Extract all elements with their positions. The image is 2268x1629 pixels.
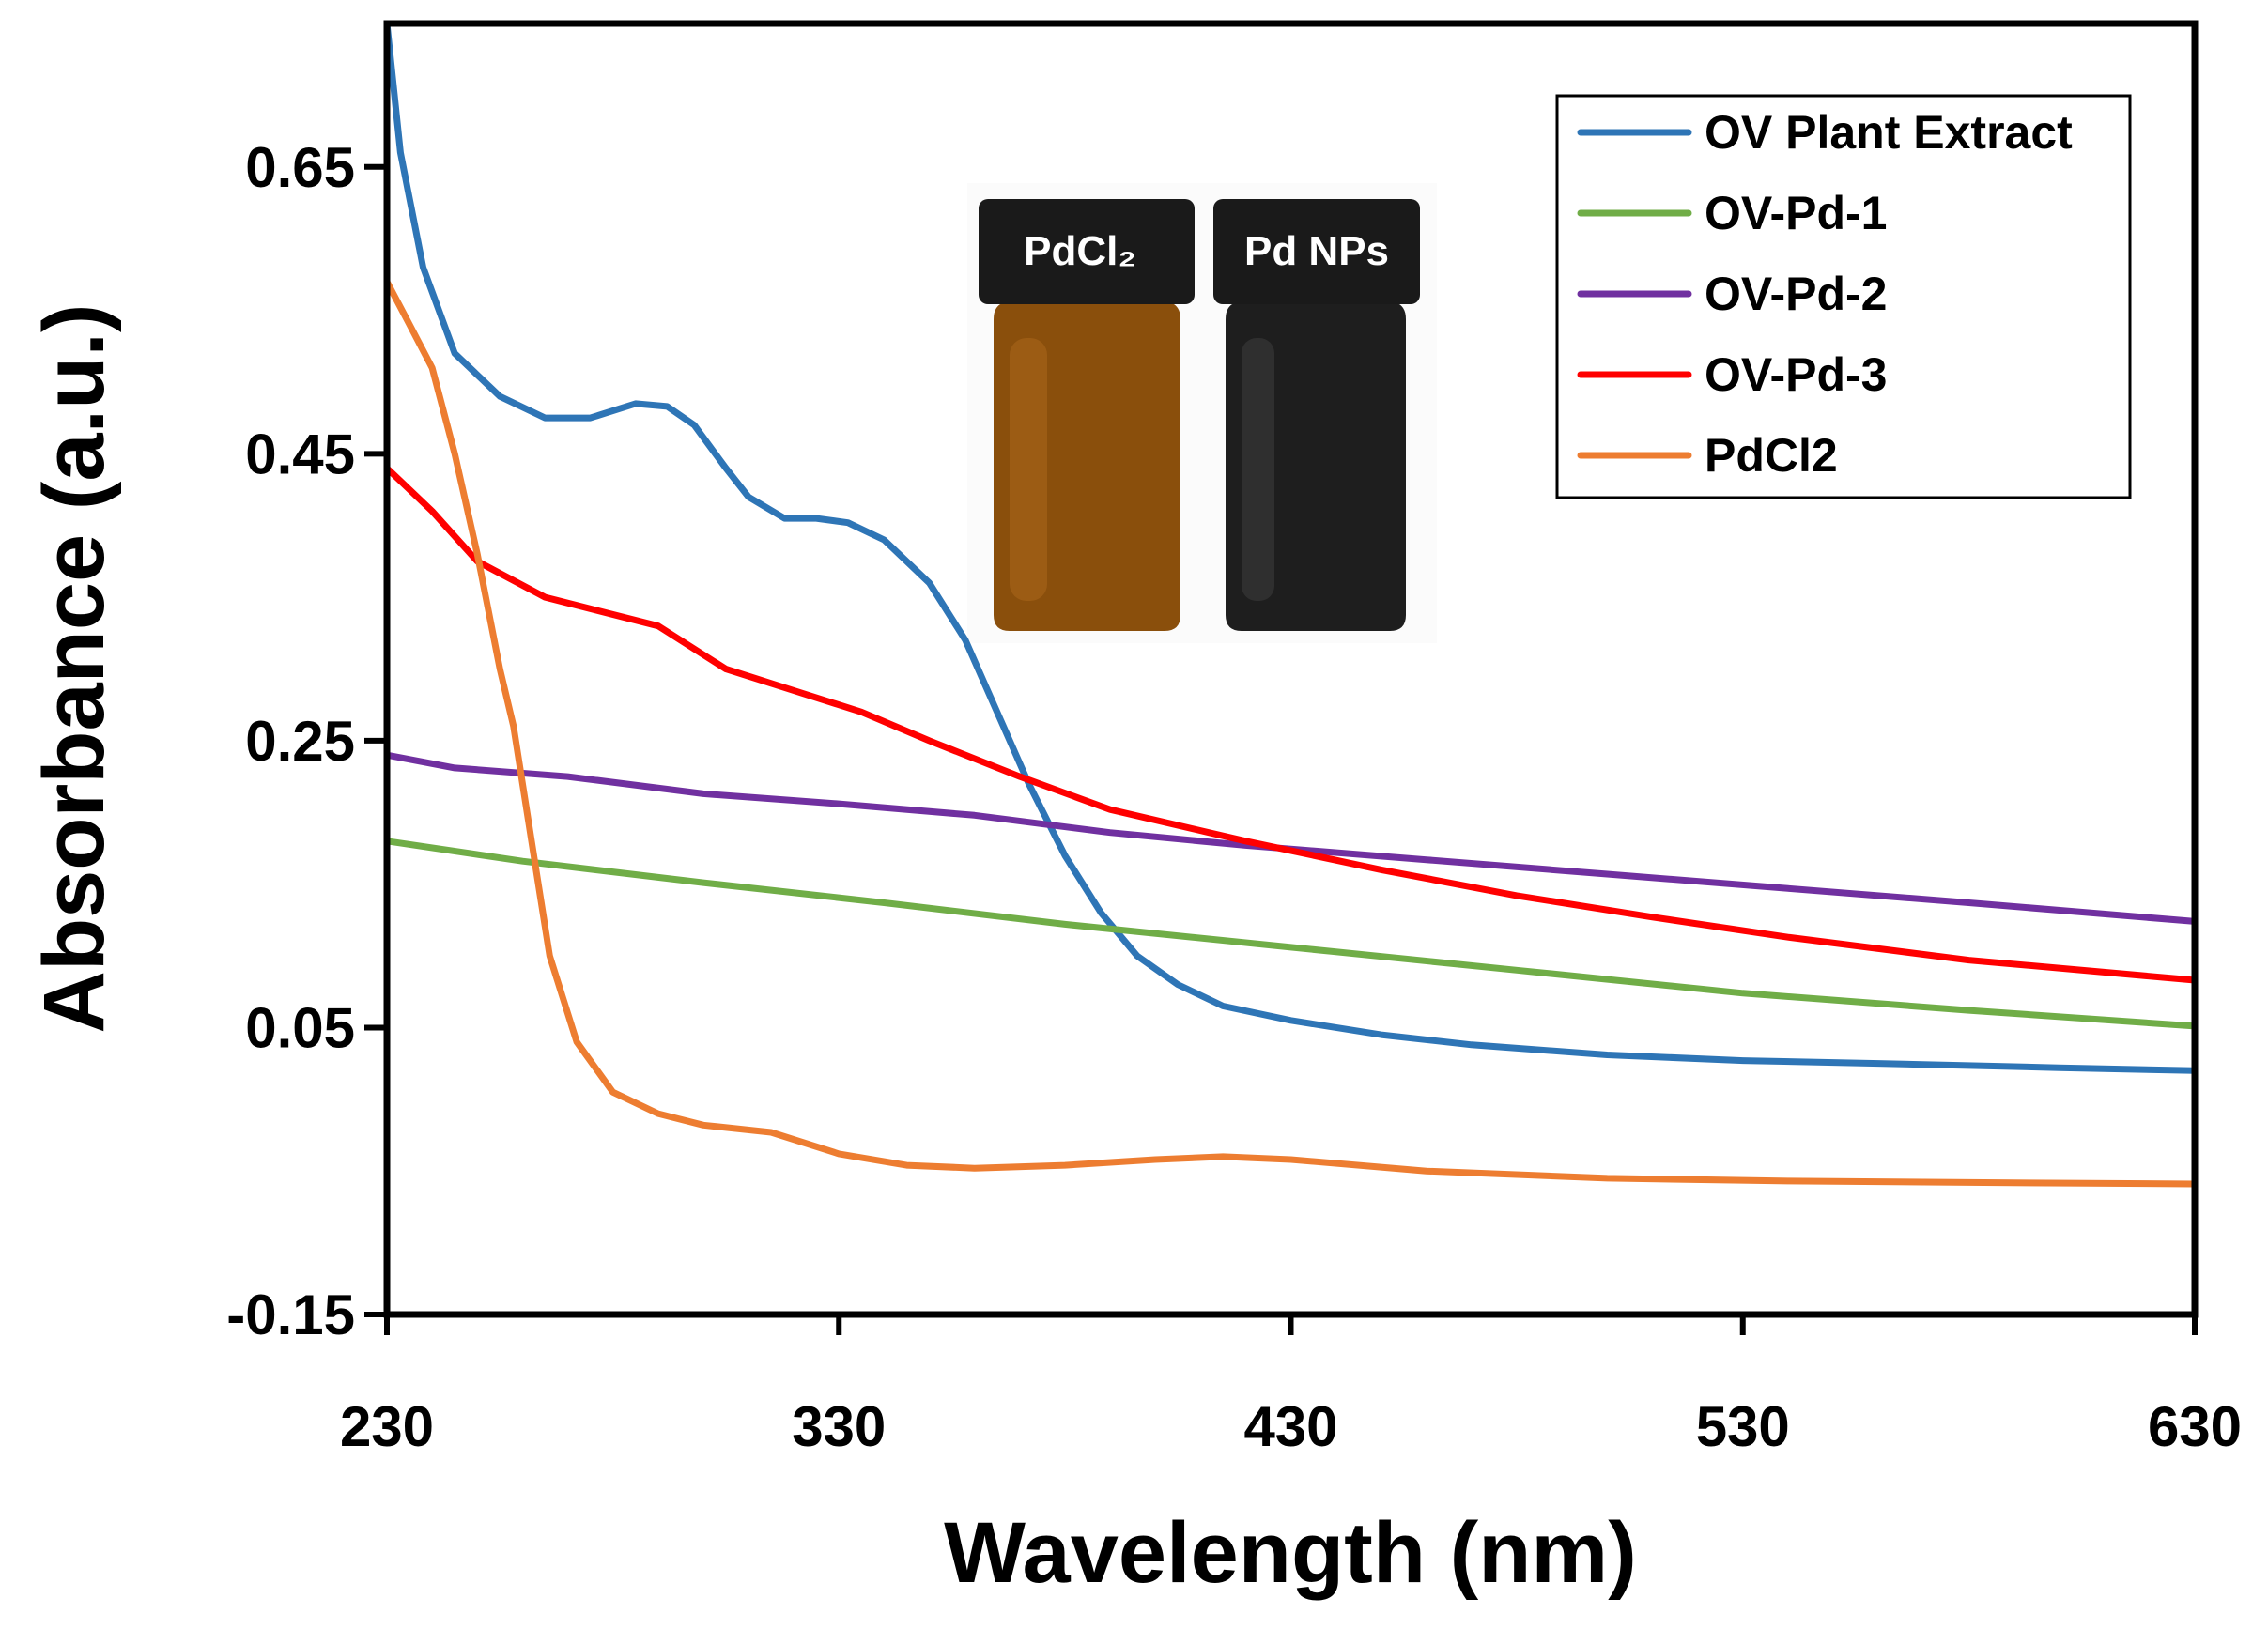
series-line-pdcl2 [383, 278, 2199, 1188]
vial-pdcl2-cap [979, 199, 1195, 304]
x-tick-label: 430 [1243, 1395, 1337, 1458]
legend: OV Plant Extract OV-Pd-1 OV-Pd-2 OV-Pd-3 PdC… [1555, 94, 2132, 499]
vial-pd-nps-cap [1213, 199, 1420, 304]
x-axis-ticks: 230 330 430 530 630 [340, 1314, 2242, 1458]
y-tick-label: 0.65 [245, 136, 355, 199]
series-line-ov-pd-3 [383, 465, 2199, 984]
vial-pd-nps-shine [1242, 338, 1274, 601]
legend-label: OV Plant Extract [1705, 106, 2073, 159]
vial-pdcl2: PdCl₂ [979, 199, 1195, 631]
series-line-ov-pd-2 [383, 751, 2199, 925]
y-axis-ticks: -0.15 0.05 0.25 0.45 0.65 [226, 136, 387, 1346]
vial-label-pd-nps: Pd NPs [1244, 228, 1389, 274]
x-tick-label: 230 [340, 1395, 434, 1458]
y-tick-label: -0.15 [226, 1283, 355, 1346]
x-tick-label: 530 [1696, 1395, 1790, 1458]
series-layer [383, 20, 2199, 1188]
y-axis-title: Absorbance (a.u.) [26, 303, 122, 1033]
inset-photo: PdCl₂ Pd NPs [967, 183, 1437, 643]
x-axis-title: Wavelength (nm) [944, 1505, 1637, 1601]
vial-pdcl2-shine [1010, 338, 1047, 601]
legend-label: OV-Pd-3 [1705, 348, 1887, 401]
series-line-ov-pd-1 [383, 838, 2199, 1030]
vial-pd-nps: Pd NPs [1213, 199, 1420, 631]
x-tick-label: 330 [792, 1395, 886, 1458]
vial-label-pdcl2: PdCl₂ [1024, 228, 1136, 274]
y-tick-label: 0.25 [245, 710, 355, 773]
legend-label: OV-Pd-1 [1705, 187, 1887, 239]
legend-label: PdCl2 [1705, 429, 1838, 482]
x-tick-label: 630 [2148, 1395, 2242, 1458]
legend-label: OV-Pd-2 [1705, 268, 1887, 320]
y-tick-label: 0.05 [245, 996, 355, 1059]
y-tick-label: 0.45 [245, 423, 355, 485]
series-line-ov-plant-extract [383, 20, 2199, 1074]
